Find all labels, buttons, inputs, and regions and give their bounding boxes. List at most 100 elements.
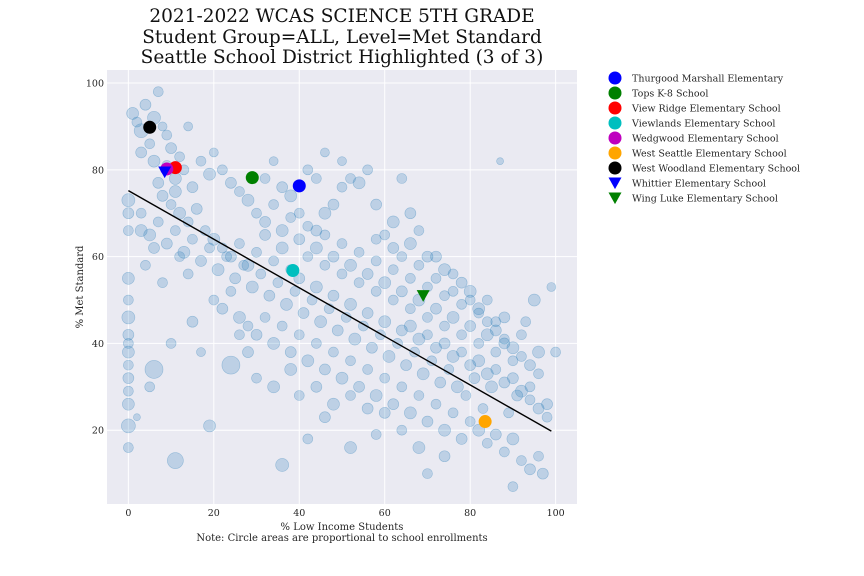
highlighted-school-marker: [416, 290, 430, 302]
school-point: [123, 294, 134, 306]
school-point: [186, 181, 199, 193]
x-tick-label: 100: [547, 508, 565, 519]
school-point: [422, 329, 433, 341]
school-point: [516, 455, 527, 466]
school-point: [221, 355, 241, 375]
school-point: [490, 324, 502, 337]
school-point: [302, 164, 314, 176]
school-point: [134, 224, 148, 237]
school-point: [516, 329, 527, 341]
school-point: [203, 167, 216, 181]
school-point: [289, 286, 301, 297]
school-point: [378, 407, 391, 419]
school-point: [422, 312, 433, 323]
school-point: [370, 255, 382, 267]
school-point: [144, 360, 164, 379]
school-point: [121, 418, 136, 434]
legend-label: Whittier Elementary School: [632, 179, 766, 190]
legend-marker: [608, 116, 622, 130]
school-point: [506, 432, 520, 446]
school-point: [490, 346, 502, 358]
school-point: [336, 181, 348, 193]
school-point: [131, 116, 143, 128]
school-point: [318, 206, 332, 220]
school-point: [182, 268, 194, 280]
school-point: [378, 315, 392, 329]
school-point: [421, 250, 434, 263]
school-point: [533, 450, 544, 462]
school-point: [225, 250, 237, 263]
school-point: [133, 413, 141, 422]
school-point: [416, 367, 430, 381]
school-point: [480, 367, 494, 381]
school-point: [302, 433, 314, 445]
school-point: [464, 294, 476, 306]
school-point: [327, 198, 340, 211]
school-point: [447, 286, 459, 297]
school-point: [122, 397, 135, 411]
school-point: [473, 307, 485, 319]
school-point: [378, 276, 392, 289]
highlighted-school-marker: [143, 120, 157, 134]
y-axis-label: % Met Standard: [75, 245, 86, 328]
school-point: [370, 286, 382, 297]
school-point: [186, 315, 199, 328]
school-point: [276, 181, 288, 193]
school-point: [520, 316, 532, 328]
school-point: [353, 246, 365, 258]
school-point: [485, 380, 498, 394]
school-point: [259, 173, 271, 184]
school-point: [170, 225, 181, 236]
school-point: [490, 316, 502, 328]
school-point: [396, 251, 408, 262]
school-point: [284, 363, 298, 376]
school-point: [379, 372, 391, 384]
school-point: [477, 403, 489, 414]
school-point: [481, 316, 493, 328]
school-point: [245, 280, 259, 294]
school-point: [387, 264, 399, 275]
school-point: [284, 346, 297, 358]
highlighted-school-marker: [478, 415, 492, 429]
school-point: [144, 138, 156, 150]
school-point: [481, 437, 493, 449]
school-point: [195, 155, 207, 167]
school-point: [404, 207, 417, 220]
school-point: [328, 346, 339, 358]
school-point: [122, 372, 135, 384]
school-point: [190, 203, 203, 215]
school-point: [267, 380, 280, 394]
school-point: [280, 298, 293, 311]
school-point: [396, 381, 408, 393]
school-point: [387, 398, 400, 410]
school-point: [121, 310, 136, 325]
school-point: [456, 329, 467, 341]
school-point: [348, 332, 362, 346]
school-point: [263, 289, 276, 302]
school-point: [447, 268, 459, 280]
school-point: [447, 407, 459, 419]
chart-title-line-3: Seattle School District Highlighted (3 o…: [141, 47, 544, 68]
school-point: [152, 86, 164, 97]
school-point: [473, 338, 485, 349]
school-point: [251, 207, 262, 219]
y-tick-label: 80: [92, 165, 104, 176]
school-point: [387, 242, 400, 254]
school-point: [285, 212, 297, 223]
school-point: [123, 385, 134, 397]
school-point: [255, 268, 267, 280]
school-point: [524, 463, 536, 476]
school-point: [438, 423, 451, 437]
school-point: [152, 216, 164, 228]
school-point: [413, 390, 425, 401]
school-point: [413, 259, 425, 271]
school-point: [242, 346, 254, 358]
school-point: [541, 411, 553, 423]
x-axis-label: % Low Income Students: [281, 522, 404, 533]
school-point: [404, 319, 417, 333]
school-point: [135, 207, 147, 219]
school-point: [439, 320, 450, 332]
school-point: [524, 381, 536, 393]
trend-line: [128, 190, 552, 432]
school-point: [251, 246, 262, 258]
